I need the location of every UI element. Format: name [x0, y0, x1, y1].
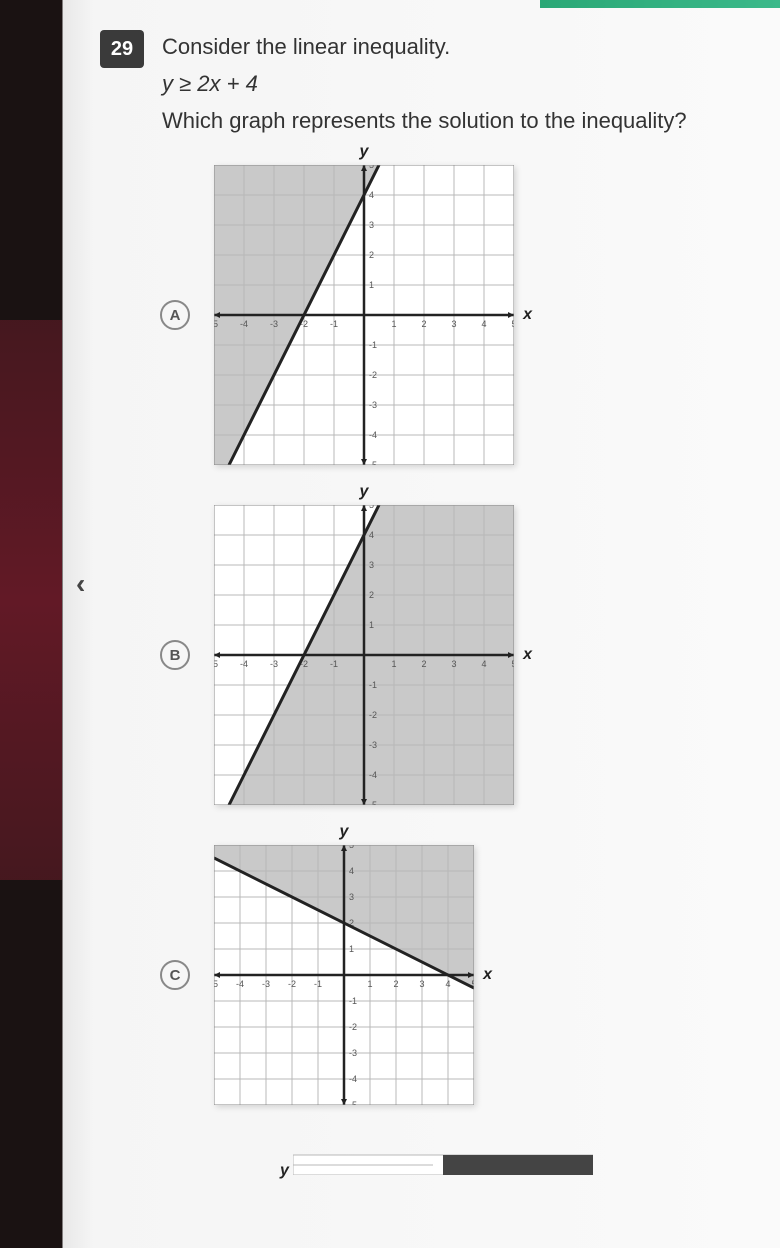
svg-text:1: 1: [349, 944, 354, 954]
partial-graph-strip: [293, 1145, 593, 1175]
question-header: 29 Consider the linear inequality. y ≥ 2…: [100, 30, 740, 137]
svg-text:-4: -4: [369, 430, 377, 440]
svg-text:5: 5: [369, 165, 374, 170]
y-axis-label: y: [280, 1162, 289, 1179]
svg-text:-5: -5: [369, 460, 377, 465]
svg-text:4: 4: [369, 190, 374, 200]
graph-a-wrap: y x -5-4-3-2-112345-5-4-3-2-112345: [214, 165, 514, 465]
x-axis-label: x: [483, 966, 492, 984]
svg-text:-2: -2: [369, 370, 377, 380]
svg-text:-1: -1: [349, 996, 357, 1006]
svg-text:-3: -3: [270, 659, 278, 669]
x-axis-label: x: [523, 646, 532, 664]
svg-text:-2: -2: [369, 710, 377, 720]
question-line1: Consider the linear inequality.: [162, 30, 687, 63]
svg-text:-3: -3: [262, 979, 270, 989]
svg-text:1: 1: [367, 979, 372, 989]
svg-text:-1: -1: [369, 680, 377, 690]
svg-text:1: 1: [369, 620, 374, 630]
graph-b-wrap: y x -5-4-3-2-112345-5-4-3-2-112345: [214, 505, 514, 805]
svg-text:-3: -3: [369, 740, 377, 750]
svg-text:-5: -5: [214, 319, 218, 329]
side-photo-edge: [0, 320, 62, 880]
svg-text:-1: -1: [330, 659, 338, 669]
svg-text:2: 2: [369, 590, 374, 600]
svg-text:-3: -3: [349, 1048, 357, 1058]
svg-text:-1: -1: [314, 979, 322, 989]
svg-text:4: 4: [481, 319, 486, 329]
svg-text:3: 3: [451, 659, 456, 669]
svg-text:5: 5: [369, 505, 374, 510]
choice-letter-c: C: [160, 960, 190, 990]
graph-c-wrap: y x -5-4-3-2-112345-5-4-3-2-112345: [214, 845, 474, 1105]
svg-text:4: 4: [481, 659, 486, 669]
svg-text:-5: -5: [369, 800, 377, 805]
svg-text:-3: -3: [369, 400, 377, 410]
svg-text:2: 2: [421, 659, 426, 669]
y-axis-label: y: [360, 483, 369, 501]
svg-text:-1: -1: [369, 340, 377, 350]
svg-text:-2: -2: [349, 1022, 357, 1032]
question-inequality: y ≥ 2x + 4: [162, 67, 687, 100]
y-axis-label: y: [360, 143, 369, 161]
svg-text:4: 4: [349, 866, 354, 876]
top-accent-bar: [540, 0, 780, 8]
svg-text:3: 3: [349, 892, 354, 902]
svg-text:3: 3: [369, 220, 374, 230]
x-axis-label: x: [523, 306, 532, 324]
svg-text:3: 3: [451, 319, 456, 329]
svg-text:2: 2: [421, 319, 426, 329]
choice-b-row[interactable]: B y x -5-4-3-2-112345-5-4-3-2-112345: [100, 505, 740, 805]
svg-text:2: 2: [369, 250, 374, 260]
graph-b: -5-4-3-2-112345-5-4-3-2-112345: [214, 505, 514, 805]
svg-text:3: 3: [369, 560, 374, 570]
svg-text:4: 4: [445, 979, 450, 989]
choice-a-row[interactable]: A y x -5-4-3-2-112345-5-4-3-2-112345: [100, 165, 740, 465]
partial-next-graph: y: [100, 1145, 740, 1180]
svg-text:-2: -2: [288, 979, 296, 989]
y-axis-label: y: [340, 823, 349, 841]
svg-text:-5: -5: [214, 659, 218, 669]
svg-text:-1: -1: [330, 319, 338, 329]
choice-letter-a: A: [160, 300, 190, 330]
svg-text:5: 5: [349, 845, 354, 850]
svg-text:-4: -4: [236, 979, 244, 989]
svg-text:1: 1: [391, 659, 396, 669]
choice-c-row[interactable]: C y x -5-4-3-2-112345-5-4-3-2-112345: [100, 845, 740, 1105]
question-content: 29 Consider the linear inequality. y ≥ 2…: [0, 0, 780, 1180]
graph-c: -5-4-3-2-112345-5-4-3-2-112345: [214, 845, 474, 1105]
question-line2: Which graph represents the solution to t…: [162, 104, 687, 137]
svg-text:4: 4: [369, 530, 374, 540]
svg-text:1: 1: [391, 319, 396, 329]
svg-text:1: 1: [369, 280, 374, 290]
svg-text:-3: -3: [270, 319, 278, 329]
svg-text:3: 3: [419, 979, 424, 989]
graph-a: -5-4-3-2-112345-5-4-3-2-112345: [214, 165, 514, 465]
svg-text:-4: -4: [349, 1074, 357, 1084]
question-number-badge: 29: [100, 30, 144, 68]
svg-text:2: 2: [393, 979, 398, 989]
svg-text:-4: -4: [369, 770, 377, 780]
svg-text:-5: -5: [214, 979, 218, 989]
back-chevron-icon[interactable]: ‹: [76, 568, 85, 600]
question-text: Consider the linear inequality. y ≥ 2x +…: [162, 30, 687, 137]
svg-text:-5: -5: [349, 1100, 357, 1105]
svg-text:-4: -4: [240, 319, 248, 329]
choice-letter-b: B: [160, 640, 190, 670]
svg-text:-4: -4: [240, 659, 248, 669]
